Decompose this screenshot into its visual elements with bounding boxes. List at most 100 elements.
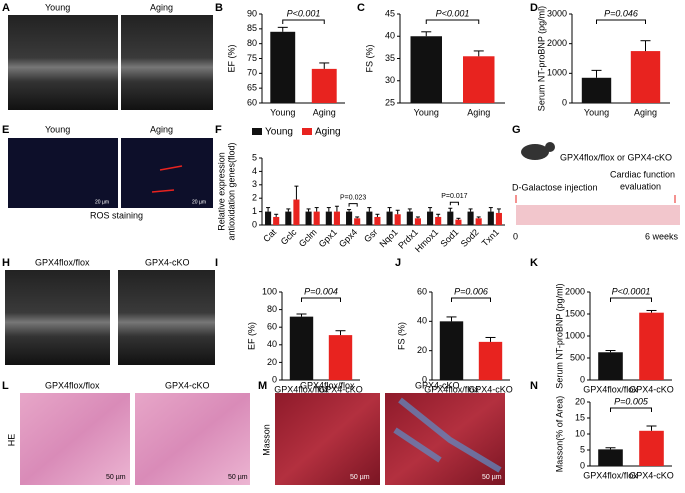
panel-letter: L: [2, 380, 9, 392]
image-label: Aging: [150, 2, 173, 12]
x-tick-label: Nqo1: [377, 227, 399, 249]
arrow: [151, 189, 175, 193]
bar: [487, 211, 494, 225]
bar: [475, 218, 482, 225]
bar: [394, 214, 401, 225]
panel-letter: M: [258, 380, 267, 392]
he-image: [20, 393, 130, 485]
y-axis-label: EF (%): [226, 44, 236, 72]
y-tick-label: 60: [417, 286, 427, 296]
bar: [386, 211, 393, 225]
y-tick-label: 5: [252, 152, 257, 162]
x-tick-label: Gclc: [279, 227, 299, 247]
y-axis-label: Masson(% of Area): [554, 396, 564, 473]
scale-bar: 50 µm: [106, 474, 126, 481]
image-label: GPX4flox/flox: [300, 380, 355, 390]
image-label: Aging: [150, 124, 173, 134]
image-label: GPX4-cKO: [165, 380, 210, 390]
timeline-label: 6 weeks: [645, 231, 679, 241]
bar: [285, 211, 292, 225]
bar: [639, 430, 664, 466]
image-label: GPX4flox/flox: [45, 380, 100, 390]
bar: [313, 211, 320, 225]
y-axis-label: Serum NT-proBNP (pg/ml): [554, 283, 564, 388]
legend-swatch: [302, 128, 312, 135]
bar: [270, 31, 296, 103]
fibrosis: [393, 397, 502, 473]
bar: [325, 211, 332, 225]
bar: [414, 218, 421, 225]
x-tick-label: GPX4flox/flox: [424, 384, 479, 394]
panel-letter: D: [530, 2, 538, 14]
p-value: P=0.046: [604, 8, 638, 18]
arrow: [159, 165, 183, 171]
bar: [581, 77, 612, 103]
bar: [455, 219, 462, 225]
panel-letter: F: [215, 124, 222, 136]
bar: [598, 449, 623, 466]
image-label: GPX4-cKO: [415, 380, 460, 390]
y-tick-label: 3: [252, 179, 257, 189]
y-tick-label: 0: [580, 374, 585, 384]
y-tick-label: 85: [247, 23, 257, 33]
y-tick-label: 20: [267, 357, 277, 367]
bar: [311, 68, 337, 103]
bar: [305, 211, 312, 225]
group-label: GPX4flox/flox or GPX4-cKO: [560, 152, 672, 162]
x-tick-label: Young: [414, 107, 439, 117]
bar: [495, 212, 502, 225]
legend-label: Aging: [315, 127, 341, 138]
y-tick-label: 0: [580, 460, 585, 470]
ros-image: [8, 138, 118, 208]
legend-label: Young: [265, 127, 293, 138]
x-tick-label: GPX4flox/flox: [583, 384, 638, 394]
p-value: P=0.006: [454, 286, 488, 296]
y-axis-label: Serum NT-proBNP (pg/ml): [536, 6, 546, 111]
images: [5, 15, 680, 485]
significance-bracket: [596, 19, 646, 24]
y-tick-label: 2: [252, 193, 257, 203]
x-tick-label: Gpx4: [337, 227, 359, 249]
y-tick-label: 40: [385, 31, 395, 41]
x-tick-label: Gpx1: [317, 227, 339, 249]
p-value: P<0.001: [287, 8, 321, 18]
p-value: P=0.017: [441, 193, 467, 200]
echo-image: [5, 270, 110, 365]
y-tick-label: 2000: [565, 286, 585, 296]
scale-bar: 50 µm: [350, 474, 370, 481]
x-tick-label: GPX4flox/flox: [274, 384, 329, 394]
y-tick-label: 20: [575, 396, 585, 406]
panel-letter: E: [2, 124, 9, 136]
bar: [328, 335, 353, 380]
side-label: HE: [6, 434, 16, 447]
panel-letter: K: [530, 257, 538, 269]
x-tick-label: Aging: [467, 107, 490, 117]
timeline-label: D-Galactose injection: [512, 182, 598, 192]
x-tick-label: GPX4-cKO: [318, 384, 363, 394]
y-axis-label: FS (%): [364, 44, 374, 72]
bar: [366, 211, 373, 225]
x-tick-label: GPX4flox/flox: [583, 470, 638, 480]
y-tick-label: 0: [252, 219, 257, 229]
y-tick-label: 100: [262, 286, 277, 296]
x-tick-label: Young: [584, 107, 609, 117]
y-tick-label: 35: [385, 53, 395, 63]
echo-image: [121, 15, 213, 110]
panel-letter: N: [530, 380, 538, 392]
significance-bracket: [425, 19, 480, 24]
bar: [410, 36, 442, 103]
bar: [630, 51, 661, 103]
x-tick-label: Txn1: [480, 227, 501, 248]
panel-letter: I: [215, 257, 218, 269]
bar: [435, 216, 442, 225]
y-tick-label: 1000: [565, 330, 585, 340]
y-tick-label: 70: [247, 68, 257, 78]
y-tick-label: 1500: [565, 308, 585, 318]
image-label: GPX4flox/flox: [35, 257, 90, 267]
y-tick-label: 1000: [547, 68, 567, 78]
panel-letter: B: [215, 2, 223, 14]
timeline-label: 0: [513, 231, 518, 241]
p-value: P<0.001: [436, 8, 470, 18]
he-image: [135, 393, 250, 485]
